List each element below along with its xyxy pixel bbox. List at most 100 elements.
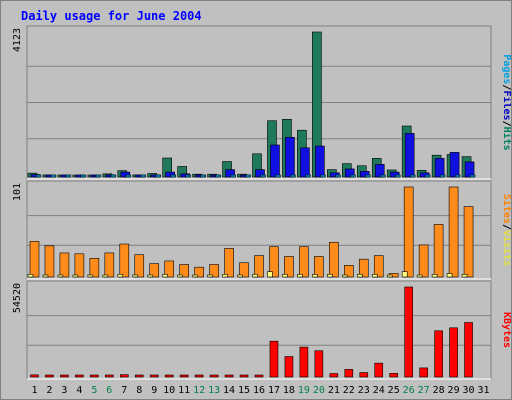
bar-visits-20 bbox=[314, 256, 324, 278]
bar-kbytes-10 bbox=[164, 374, 174, 378]
x-tick-label: 19 bbox=[298, 385, 310, 396]
bar-files-29 bbox=[449, 152, 460, 178]
bar-pages-23 bbox=[364, 174, 371, 178]
bar-pages-5 bbox=[95, 174, 102, 178]
bar-files-23 bbox=[359, 171, 370, 178]
bar-sites-18 bbox=[282, 274, 288, 278]
bar-pages-29 bbox=[454, 174, 461, 178]
side-legend-bottom: KBytes bbox=[501, 312, 511, 348]
bar-kbytes-27 bbox=[419, 367, 428, 378]
bar-sites-21 bbox=[327, 274, 333, 278]
bar-sites-4 bbox=[72, 274, 79, 278]
x-tick-label: 12 bbox=[193, 385, 205, 396]
bar-visits-1 bbox=[29, 241, 40, 278]
bar-pages-30 bbox=[469, 174, 476, 178]
x-tick-label: 7 bbox=[121, 385, 127, 396]
bar-pages-25 bbox=[394, 174, 401, 178]
bar-kbytes-28 bbox=[434, 330, 443, 378]
bar-sites-30 bbox=[461, 274, 468, 278]
bar-visits-29 bbox=[448, 186, 459, 278]
bar-sites-24 bbox=[371, 274, 378, 278]
chart-title: Daily usage for June 2004 bbox=[21, 9, 202, 23]
bar-visits-13 bbox=[209, 264, 219, 278]
bar-sites-27 bbox=[416, 274, 423, 278]
x-tick-label: 11 bbox=[178, 385, 190, 396]
bar-sites-22 bbox=[342, 274, 348, 278]
x-tick-label: 4 bbox=[76, 385, 82, 396]
bar-pages-19 bbox=[305, 174, 311, 178]
bar-kbytes-19 bbox=[299, 346, 309, 378]
bar-visits-6 bbox=[104, 252, 115, 278]
bar-files-19 bbox=[300, 147, 310, 178]
bar-kbytes-18 bbox=[284, 356, 294, 378]
x-tick-label: 27 bbox=[418, 385, 430, 396]
bar-sites-29 bbox=[446, 273, 453, 278]
bar-pages-2 bbox=[50, 174, 57, 178]
bar-pages-7 bbox=[125, 174, 132, 178]
x-tick-label: 3 bbox=[61, 385, 67, 396]
bar-kbytes-17 bbox=[269, 340, 279, 378]
bar-kbytes-24 bbox=[374, 362, 384, 378]
bar-visits-16 bbox=[254, 255, 264, 278]
x-axis-tick-labels: 1 2 3 4 5 6 7 8 9 10 11 12 13 14 15 16 17 18 19 20 21 22 23 24 2… bbox=[31, 385, 489, 396]
bar-visits-27 bbox=[418, 244, 429, 278]
bar-pages-20 bbox=[320, 174, 326, 178]
x-tick-label: 6 bbox=[106, 385, 112, 396]
bar-sites-12 bbox=[192, 274, 198, 278]
bar-pages-14 bbox=[230, 174, 236, 178]
bar-kbytes-16 bbox=[254, 374, 264, 378]
bar-kbytes-23 bbox=[359, 372, 369, 378]
x-tick-label: 15 bbox=[238, 385, 250, 396]
legend-entry: Files bbox=[501, 90, 511, 120]
bar-visits-18 bbox=[284, 256, 294, 278]
x-tick-label: 16 bbox=[253, 385, 265, 396]
bar-kbytes-3 bbox=[60, 374, 69, 378]
bar-pages-18 bbox=[290, 174, 296, 178]
bar-visits-26 bbox=[403, 186, 414, 278]
bar-sites-13 bbox=[207, 274, 213, 278]
bar-visits-28 bbox=[433, 224, 444, 278]
bar-visits-23 bbox=[358, 258, 369, 278]
bar-visits-4 bbox=[74, 253, 85, 278]
bar-kbytes-1 bbox=[30, 374, 39, 378]
bar-visits-30 bbox=[463, 206, 474, 278]
bar-pages-17 bbox=[275, 174, 281, 178]
bar-visits-3 bbox=[59, 252, 70, 278]
bar-visits-22 bbox=[344, 265, 354, 278]
bar-kbytes-29 bbox=[449, 327, 458, 378]
bar-pages-24 bbox=[379, 174, 386, 178]
legend-entry: / bbox=[501, 121, 511, 127]
x-tick-label: 26 bbox=[403, 385, 415, 396]
x-tick-label: 25 bbox=[388, 385, 400, 396]
plot-frame-bottom bbox=[26, 280, 492, 380]
bar-sites-2 bbox=[42, 274, 49, 278]
bar-kbytes-8 bbox=[134, 374, 144, 378]
bar-kbytes-30 bbox=[464, 322, 473, 378]
bar-kbytes-15 bbox=[239, 374, 249, 378]
bar-files-17 bbox=[270, 144, 280, 178]
bar-sites-26 bbox=[401, 271, 408, 278]
bar-files-24 bbox=[374, 164, 385, 178]
bar-pages-3 bbox=[65, 174, 72, 178]
bar-sites-3 bbox=[57, 274, 64, 278]
bar-pages-27 bbox=[424, 174, 431, 178]
legend-entry: / bbox=[501, 224, 511, 230]
x-tick-label: 31 bbox=[477, 385, 489, 396]
bar-kbytes-5 bbox=[90, 374, 99, 378]
bar-visits-11 bbox=[179, 264, 189, 278]
bar-pages-1 bbox=[35, 174, 42, 178]
bar-visits-21 bbox=[329, 241, 339, 278]
bar-sites-8 bbox=[132, 274, 139, 278]
bar-files-18 bbox=[285, 136, 295, 178]
x-tick-label: 13 bbox=[208, 385, 220, 396]
bar-sites-10 bbox=[162, 274, 168, 278]
bar-pages-11 bbox=[185, 174, 191, 178]
bar-sites-16 bbox=[252, 274, 258, 278]
bar-visits-5 bbox=[89, 257, 100, 278]
legend-entry: Pages bbox=[501, 54, 511, 84]
bar-kbytes-13 bbox=[209, 374, 219, 378]
bar-kbytes-7 bbox=[119, 374, 129, 378]
